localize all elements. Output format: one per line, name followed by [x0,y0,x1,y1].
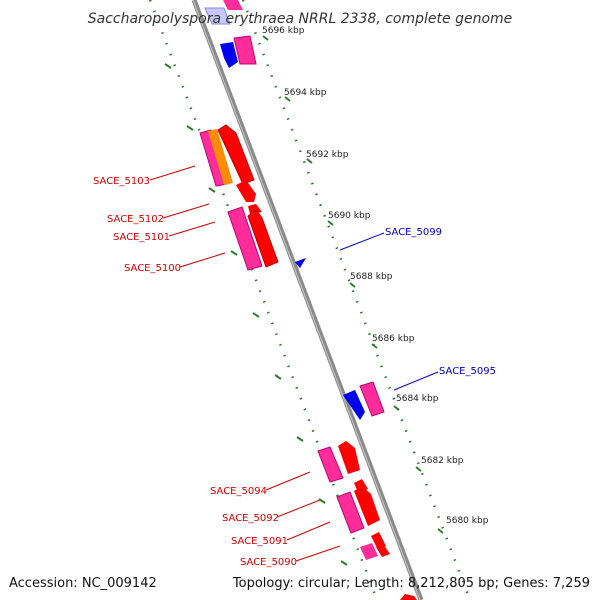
gene-feature[interactable] [295,258,306,268]
gene-feature[interactable] [336,491,365,534]
gene-label-sace-5099[interactable]: SACE_5099 [385,227,442,238]
gene-feature[interactable] [223,0,243,10]
genome-backbone [191,0,424,600]
gene-feature[interactable] [360,543,378,560]
gene-label-sace-5100[interactable]: SACE_5100 [124,263,181,274]
gene-feature[interactable] [359,381,385,417]
gene-label-sace-5094[interactable]: SACE_5094 [210,486,267,497]
gene-label-sace-5091[interactable]: SACE_5091 [231,536,288,547]
map-title: Saccharopolyspora erythraea NRRL 2338, c… [88,11,513,27]
gene-feature[interactable] [233,35,257,65]
right-gene-labels: SACE_5099 SACE_5095 [339,227,496,391]
kbp-label-5686: 5686 kbp [372,334,415,344]
gene-feature[interactable] [343,390,365,420]
gene-feature[interactable] [236,180,256,202]
left-gene-labels: SACE_5103 SACE_5102 SACE_5101 SACE_5100 … [93,165,341,568]
gene-feature[interactable] [400,594,417,600]
gene-label-sace-5103[interactable]: SACE_5103 [93,176,150,187]
gene-feature[interactable] [354,479,368,492]
kbp-label-5688: 5688 kbp [350,272,393,282]
gene-feature[interactable] [204,7,231,25]
gene-feature[interactable] [247,209,279,268]
gene-features [199,0,417,600]
inner-track-major-ticks [164,63,348,566]
gene-label-sace-5092[interactable]: SACE_5092 [222,513,279,524]
kbp-label-5680: 5680 kbp [446,516,489,526]
gene-feature[interactable] [208,129,233,185]
gene-feature[interactable] [227,206,263,271]
gene-feature[interactable] [220,42,238,68]
gene-feature[interactable] [248,204,262,214]
gene-feature[interactable] [354,486,380,526]
gene-label-sace-5102[interactable]: SACE_5102 [107,214,164,225]
kbp-label-5682: 5682 kbp [421,456,464,466]
gene-feature[interactable] [217,124,255,185]
genome-backbone-highlight [192,0,421,600]
accession-text: Accession: NC_009142 [9,576,157,591]
gene-label-sace-5101[interactable]: SACE_5101 [113,232,170,243]
kbp-label-5690: 5690 kbp [328,211,371,221]
kbp-label-5696: 5696 kbp [262,26,305,36]
gene-label-sace-5095[interactable]: SACE_5095 [439,366,496,377]
genome-summary-text: Topology: circular; Length: 8,212,805 bp… [232,576,590,591]
outer-track-major-ticks [262,35,444,534]
kbp-label-5692: 5692 kbp [306,150,349,160]
gene-label-sace-5090[interactable]: SACE_5090 [240,557,297,568]
gene-feature[interactable] [338,441,360,474]
kbp-label-5694: 5694 kbp [284,88,327,98]
gene-feature[interactable] [317,446,344,483]
kbp-label-5684: 5684 kbp [396,394,439,404]
gene-feature[interactable] [376,544,390,557]
